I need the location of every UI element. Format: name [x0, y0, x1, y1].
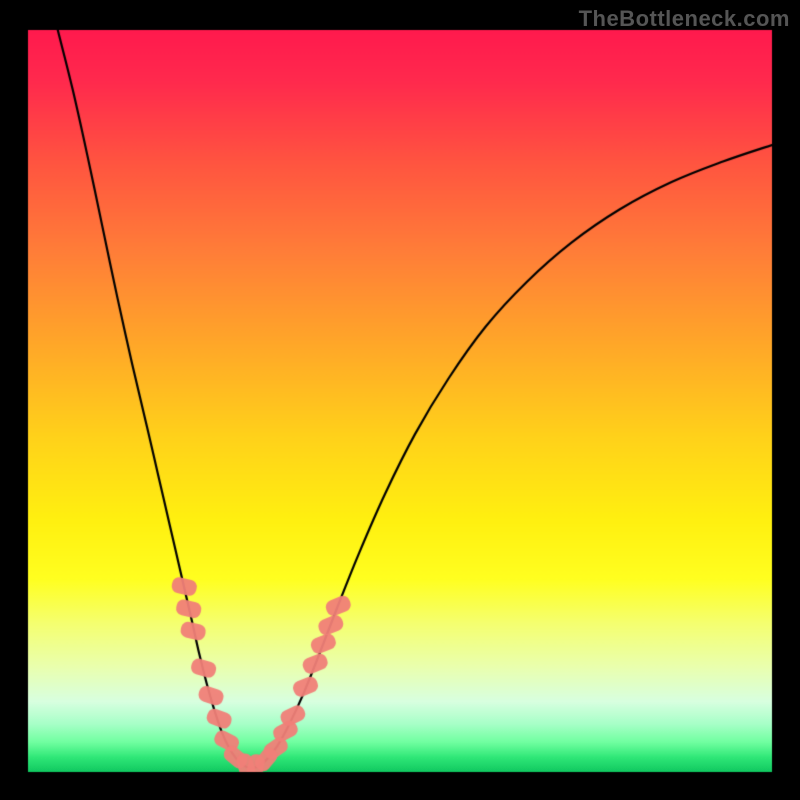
chart-stage: TheBottleneck.com: [0, 0, 800, 800]
bottleneck-curve-chart: [0, 0, 800, 800]
source-watermark: TheBottleneck.com: [579, 6, 790, 32]
